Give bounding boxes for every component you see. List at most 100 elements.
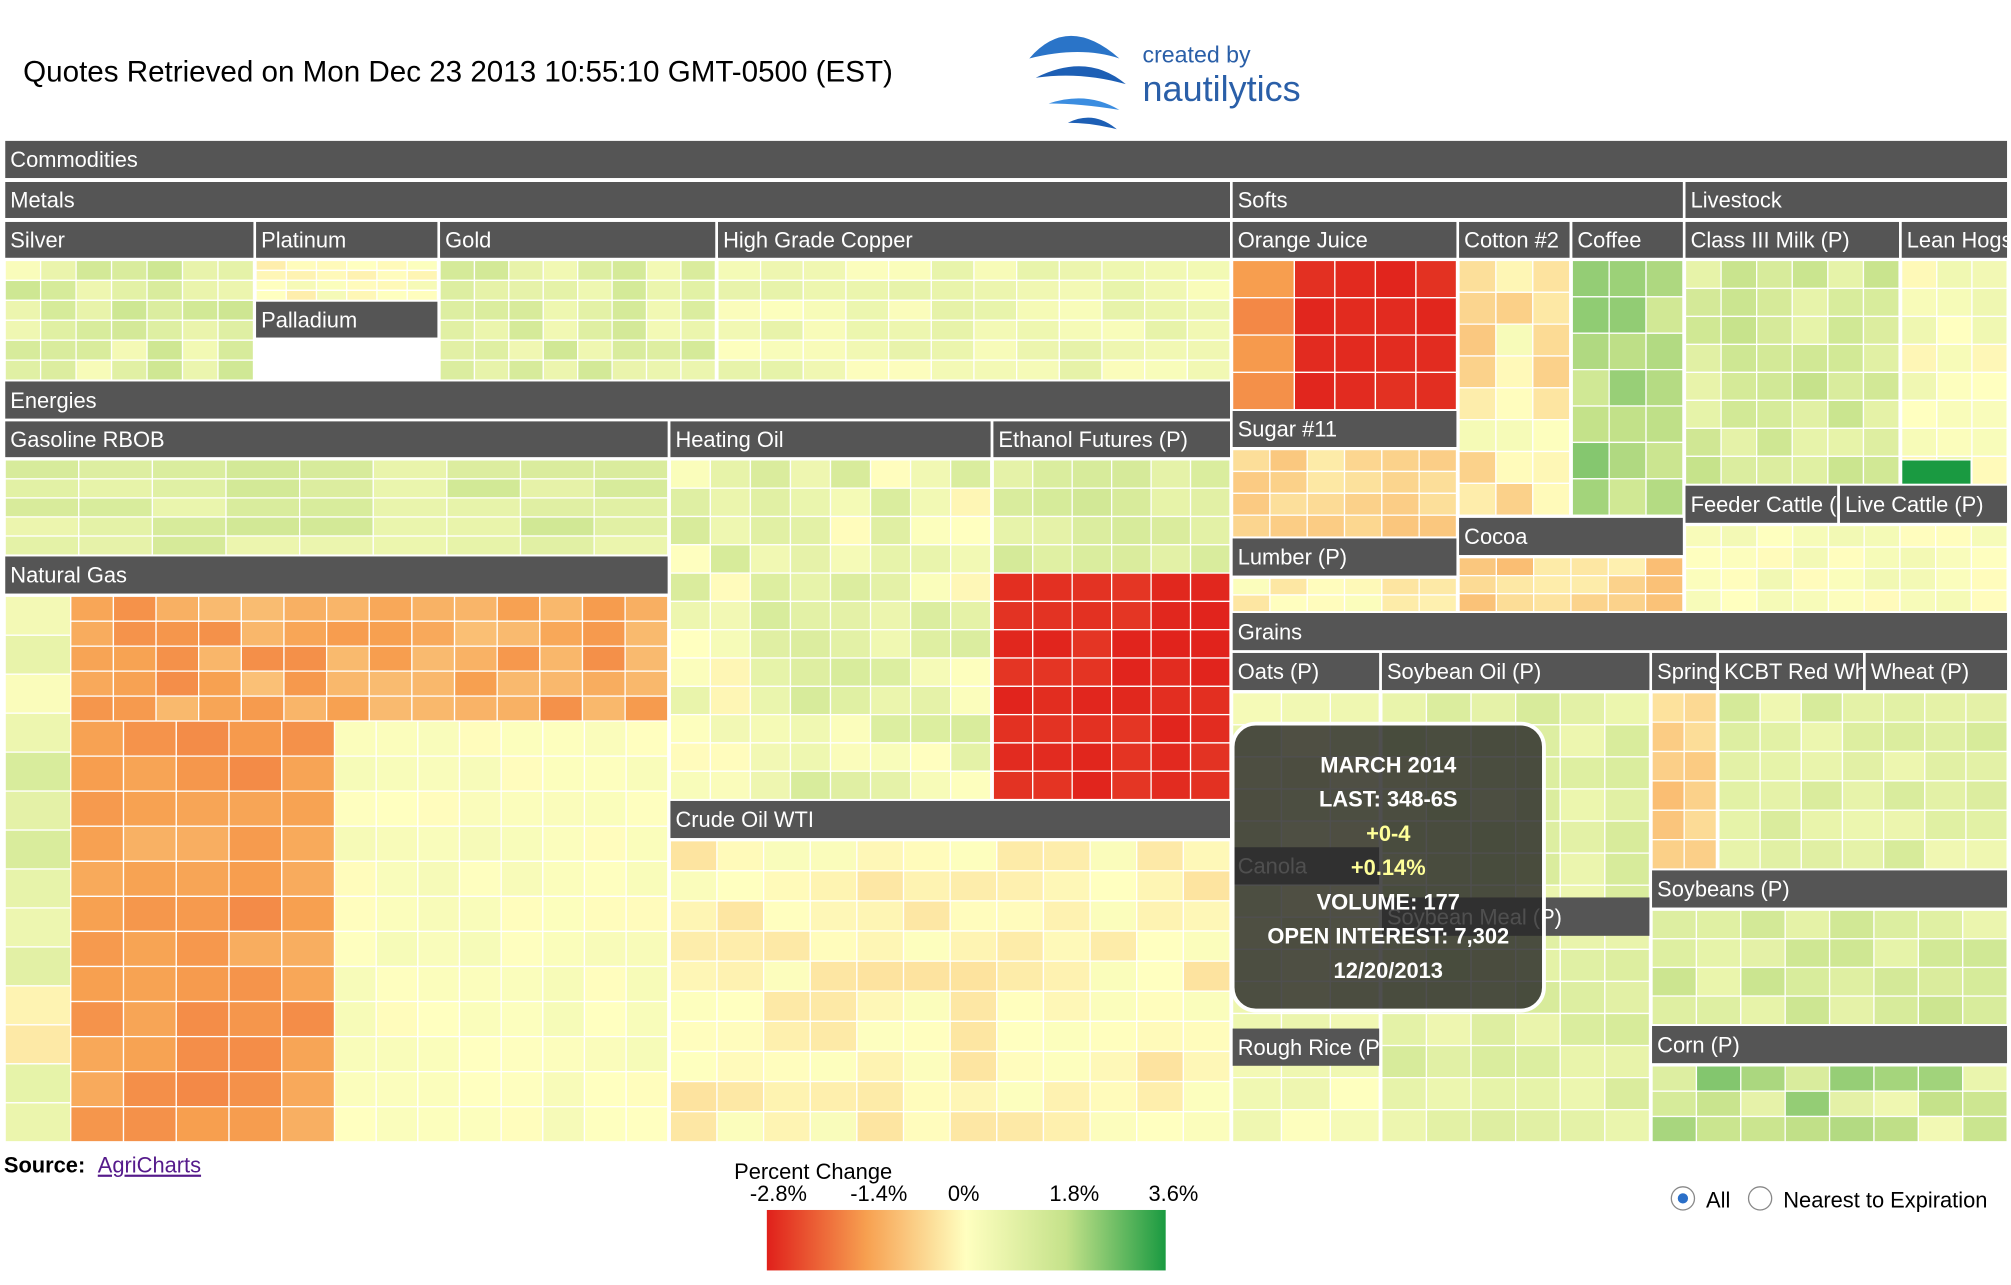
cell: [1718, 780, 1761, 811]
cell: [542, 339, 579, 361]
cell: [1111, 742, 1152, 772]
cell: [856, 1050, 905, 1083]
cell: [716, 990, 765, 1022]
cell: [375, 790, 419, 827]
radio-all[interactable]: All: [1670, 1186, 1730, 1213]
cell: [411, 695, 456, 722]
radio-nearest[interactable]: Nearest to Expiration: [1747, 1186, 1988, 1213]
header-bg: [717, 221, 1231, 258]
cell: [458, 720, 502, 757]
cell: [1150, 713, 1192, 744]
group-header: Energies: [5, 381, 1231, 419]
cell: [376, 259, 408, 272]
header-bg: [5, 556, 668, 594]
cell: [1924, 780, 1967, 811]
header-label: Cotton #2: [1464, 228, 1559, 253]
cell: [473, 279, 510, 301]
cell: [1231, 448, 1271, 473]
cell: [869, 544, 912, 574]
cell: [902, 840, 951, 872]
cell: [519, 497, 595, 518]
cell: [75, 359, 113, 381]
cell: [4, 712, 72, 753]
radio-label[interactable]: All: [1706, 1187, 1730, 1212]
radio-label[interactable]: Nearest to Expiration: [1783, 1187, 1987, 1212]
cell: [1841, 809, 1885, 841]
cell: [996, 840, 1045, 872]
cell: [1470, 1076, 1517, 1111]
cell: [542, 279, 579, 301]
cell: [1936, 371, 1973, 402]
cell: [1089, 900, 1138, 932]
cell: [4, 634, 72, 675]
cell: [1827, 427, 1865, 457]
cell: [1418, 514, 1458, 538]
cell: [992, 770, 1034, 801]
cell: [542, 965, 586, 1003]
cell: [1515, 1109, 1561, 1143]
cell: [1186, 359, 1231, 381]
cell: [950, 487, 992, 518]
cell: [809, 1050, 858, 1083]
source-link[interactable]: AgriCharts: [98, 1153, 201, 1178]
cell: [1971, 287, 2008, 318]
cell: [1900, 459, 1972, 485]
cell: [856, 1080, 905, 1113]
legend-tick: 3.6%: [1148, 1181, 1198, 1206]
cell: [1841, 780, 1885, 811]
cell: [1458, 450, 1497, 484]
cell: [146, 279, 184, 301]
cell: [1645, 405, 1684, 444]
cell: [1144, 339, 1188, 361]
group-header: Rough Rice (P): [1232, 1028, 1379, 1066]
cell: [1759, 750, 1802, 782]
cell: [453, 595, 498, 622]
cell: [417, 790, 461, 827]
cell: [1873, 995, 1920, 1026]
cell: [217, 319, 255, 341]
cell: [1899, 524, 1937, 548]
cell: [1334, 297, 1377, 336]
cell: [1784, 938, 1831, 969]
cell: [255, 279, 287, 292]
cell: [375, 1071, 419, 1108]
cell: [1042, 840, 1091, 872]
cell: [1651, 1065, 1698, 1092]
tooltip-line: +0.14%: [1351, 855, 1426, 880]
cell: [539, 695, 584, 722]
cell: [122, 860, 177, 898]
header-bg: [1685, 485, 1838, 523]
cell: [992, 572, 1034, 603]
cell: [789, 515, 832, 546]
cell: [1873, 1115, 1920, 1143]
group-header: Softs: [1232, 181, 1683, 218]
cell: [1186, 339, 1231, 361]
tooltip-line: OPEN INTEREST: 7,302: [1267, 924, 1509, 949]
cell: [762, 990, 811, 1022]
cell: [1343, 448, 1383, 473]
cell: [1651, 721, 1685, 753]
cell: [809, 900, 858, 932]
cell: [1695, 995, 1742, 1026]
cell: [39, 259, 77, 282]
cell: [1150, 742, 1192, 772]
cell: [611, 339, 648, 361]
cell: [593, 459, 669, 480]
cell: [996, 1080, 1045, 1113]
cell: [1269, 577, 1308, 596]
cell: [1570, 575, 1609, 595]
cell: [749, 657, 792, 687]
cell: [453, 620, 498, 647]
cell: [669, 1050, 718, 1083]
cell: [1231, 371, 1295, 411]
cell: [856, 840, 905, 872]
cell: [1970, 567, 2008, 591]
cell: [110, 359, 148, 381]
cell: [1418, 448, 1458, 473]
cell: [1343, 514, 1383, 538]
cell: [950, 713, 992, 744]
header-bg: [993, 421, 1231, 458]
header-bg: [1232, 181, 1683, 218]
cell: [1458, 557, 1497, 577]
cell: [1863, 567, 1901, 591]
